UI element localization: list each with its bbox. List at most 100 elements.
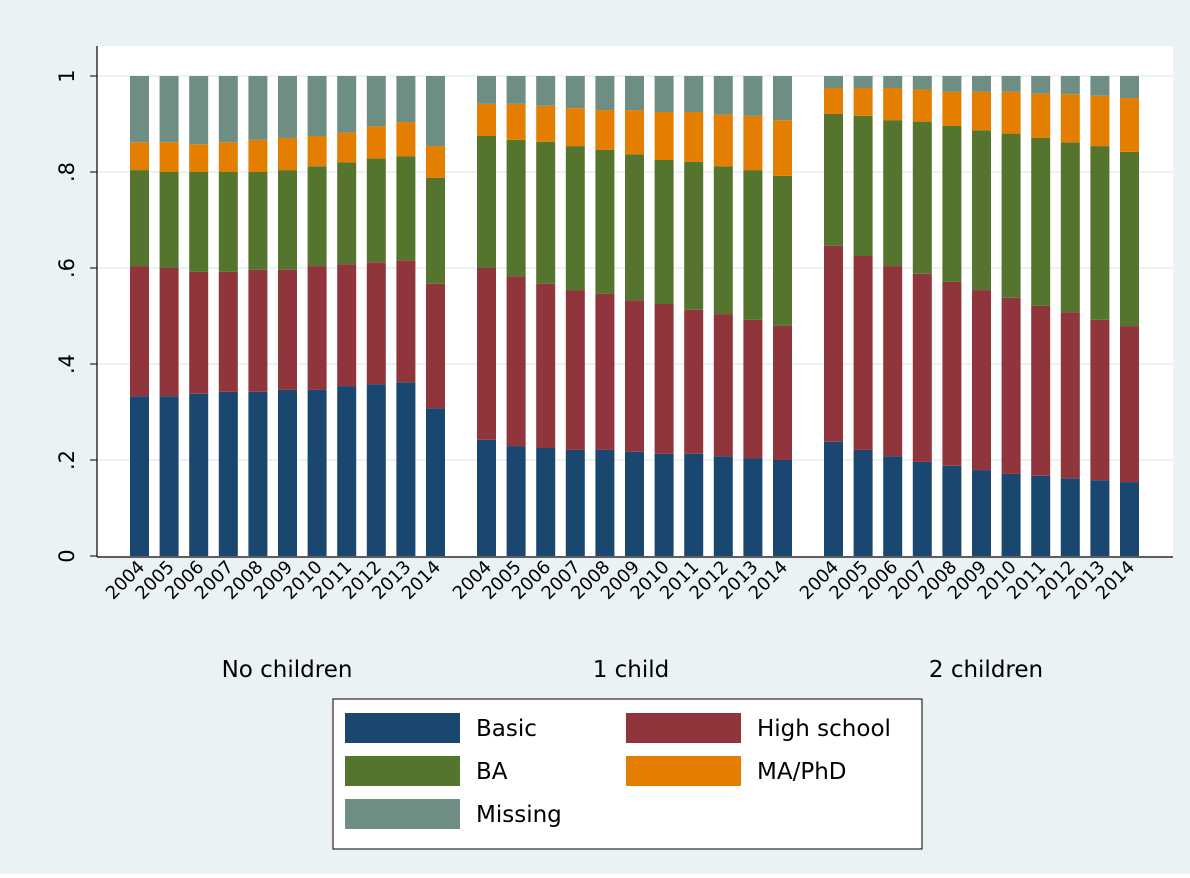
bar-segment-basic [536,448,556,556]
x-axis-tick-labels: 2004200520062007200820092010201120122013… [102,557,1139,604]
bar-segment-high-school [366,262,386,385]
bars [130,76,1139,556]
bar-segment-high-school [307,266,327,390]
bar-segment-ba [853,115,873,256]
bar-segment-missing [396,76,416,123]
bar-segment-ma-phd [1031,93,1051,138]
bar-segment-missing [1060,76,1080,95]
legend-label: MA/PhD [757,759,846,785]
bar-segment-ba [942,125,962,282]
bar-segment-ma-phd [506,103,526,140]
bar-segment-ba [426,177,445,284]
bar-segment-ma-phd [536,105,556,142]
bar-segment-basic [972,470,991,556]
group-label: 2 children [929,657,1043,683]
bar-segment-high-school [684,309,704,454]
bar-segment-missing [1090,76,1110,96]
legend-swatch-high-school [626,713,741,743]
legend-swatch-ba [345,756,460,786]
legend-label: BA [476,759,508,785]
bar-segment-high-school [743,319,763,459]
bar-segment-ba [713,166,733,315]
bar-segment-high-school [1090,319,1110,481]
bar-segment-missing [1001,76,1021,92]
bar-segment-high-school [1031,305,1051,476]
legend-label: Missing [476,802,562,828]
legend-swatch-missing [345,799,460,829]
legend-swatch-ma-phd [626,756,741,786]
bar-segment-ma-phd [477,103,496,136]
legend-label: High school [757,716,891,742]
bar-segment-missing [654,76,674,112]
bar-segment-missing [130,76,149,143]
bar-segment-high-school [942,281,962,466]
bar-segment-missing [912,76,932,90]
bar-segment-high-school [912,273,932,462]
bar-segment-basic [853,449,873,556]
bar-segment-basic [912,461,932,556]
bar-segment-missing [1031,76,1051,94]
bar-segment-ma-phd [218,142,238,172]
bar-segment-high-school [1001,297,1021,474]
bar-segment-ma-phd [912,89,932,122]
bar-segment-ba [972,130,991,291]
bar-segment-basic [278,389,297,556]
bar-segment-missing [248,76,268,140]
bar-segment-basic [307,389,327,556]
bar-segment-basic [565,449,585,556]
bar-segment-ba [248,172,268,270]
bar-segment-ba [366,158,386,263]
bar-segment-missing [824,76,843,88]
group-label: 1 child [593,657,670,683]
bar-segment-missing [536,76,556,106]
bar-segment-ma-phd [883,88,903,121]
bar-segment-ba [883,120,903,267]
bar-segment-missing [684,76,704,112]
bar-segment-ma-phd [159,142,179,172]
bar-segment-ma-phd [743,115,763,171]
bar-segment-basic [130,396,149,556]
bar-segment-ba [130,170,149,267]
group-labels: No children 1 child 2 children [222,657,1044,683]
bar-segment-missing [366,76,386,127]
y-tick-label: 0 [55,549,79,562]
y-tick-label: .6 [55,258,79,278]
bar-segment-basic [684,453,704,556]
bar-segment-high-school [853,256,873,450]
bar-segment-missing [743,76,763,116]
bar-segment-ba [565,146,585,291]
bar-segment-high-school [824,245,843,442]
bar-segment-high-school [189,271,209,394]
bar-segment-ma-phd [396,122,416,157]
bar-segment-missing [307,76,327,136]
bar-segment-ma-phd [713,114,733,167]
bar-segment-ma-phd [278,137,297,171]
bar-segment-missing [477,76,496,104]
bar-segment-basic [1060,478,1080,556]
bar-segment-basic [1090,480,1110,556]
bar-segment-basic [595,449,615,556]
bar-segment-high-school [506,276,526,447]
bar-segment-ba [189,172,209,272]
bar-segment-basic [477,439,496,556]
bar-segment-basic [248,391,268,556]
bar-segment-high-school [654,304,674,454]
bar-segment-basic [337,386,357,556]
bar-segment-high-school [218,271,238,392]
bar-segment-ma-phd [684,112,704,162]
bar-segment-high-school [278,269,297,390]
bar-segment-high-school [773,325,792,460]
bar-segment-missing [773,76,792,121]
bar-segment-missing [853,76,873,88]
bar-segment-ba [1031,137,1051,306]
bar-segment-ma-phd [595,110,615,150]
bar-segment-ba [159,172,179,268]
bar-segment-basic [1120,482,1139,556]
bar-segment-ma-phd [337,132,357,163]
bar-segment-ma-phd [853,88,873,116]
bar-segment-ba [477,136,496,268]
bar-segment-ba [654,160,674,304]
bar-segment-ma-phd [366,126,386,159]
bar-segment-high-school [337,264,357,387]
